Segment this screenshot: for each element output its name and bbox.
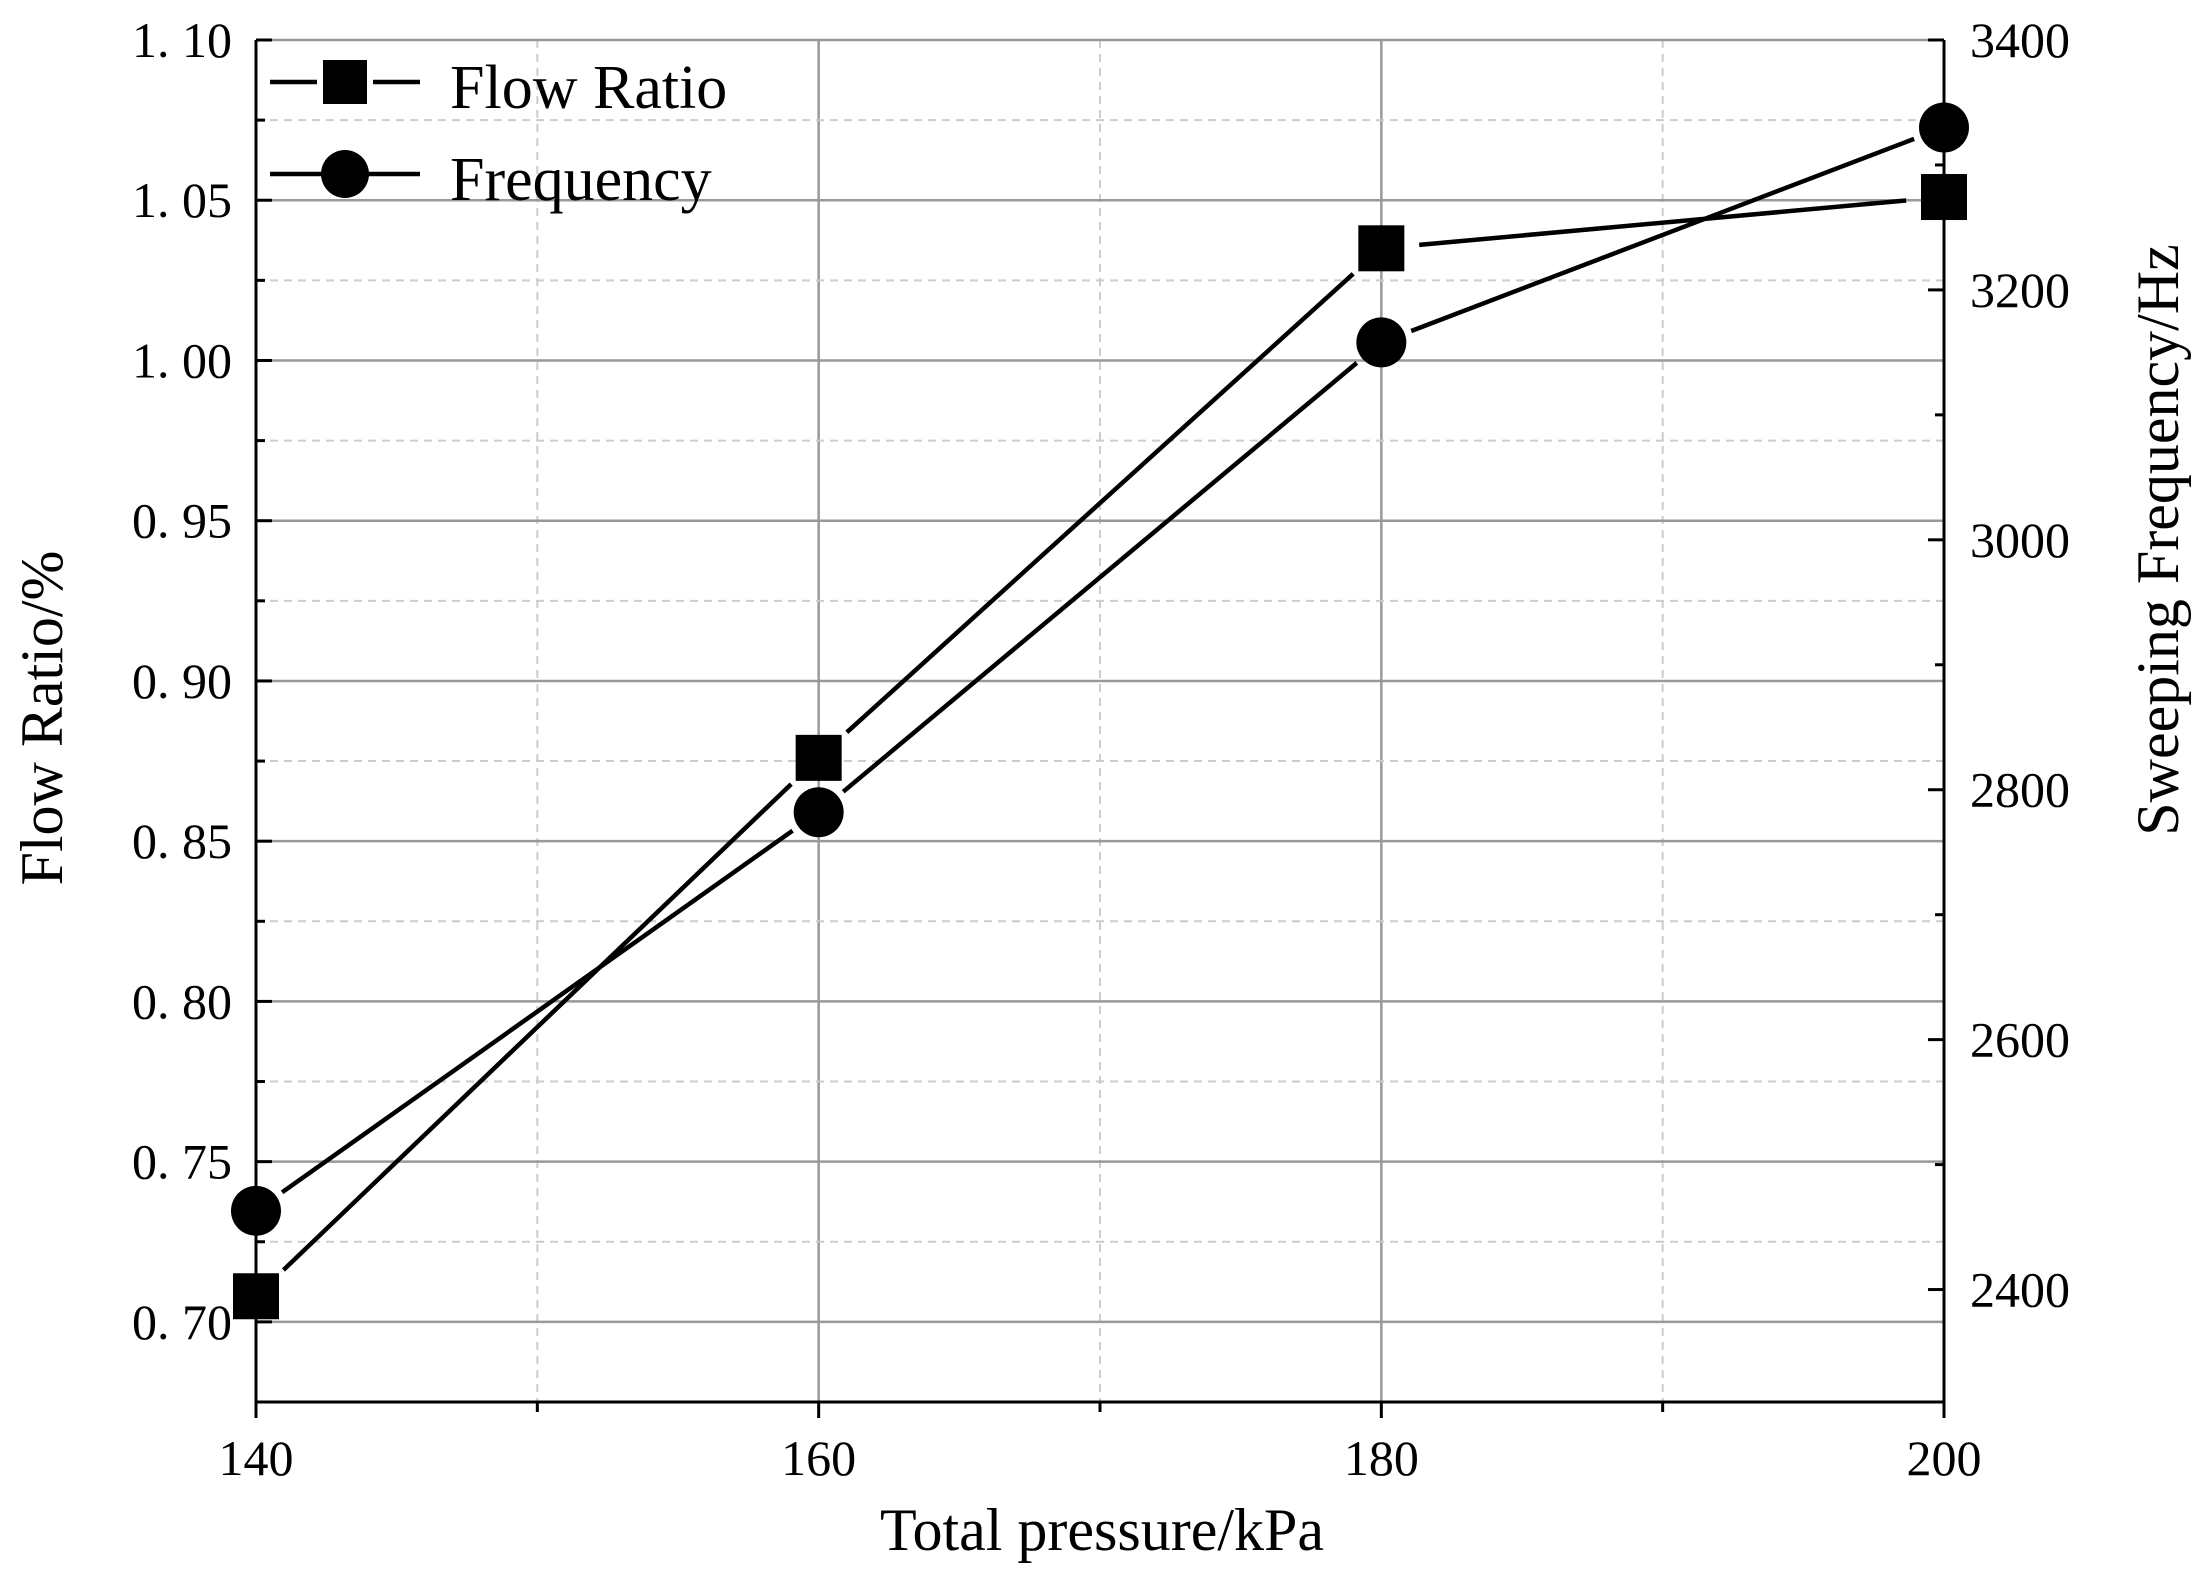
right-y-tick-label: 3000 xyxy=(1970,512,2070,568)
right-y-tick-label: 3200 xyxy=(1970,262,2070,318)
frequency-point xyxy=(793,787,844,838)
left-y-tick-label: 0. 70 xyxy=(132,1294,232,1350)
left-y-tick-label: 1. 00 xyxy=(132,332,232,388)
left-y-tick-label: 1. 05 xyxy=(132,172,232,228)
flow-ratio-point xyxy=(795,734,842,781)
series-layer xyxy=(231,102,1969,1320)
left-y-axis-title: Flow Ratio/% xyxy=(9,550,75,885)
right-y-tick-label: 2600 xyxy=(1970,1012,2070,1068)
x-tick-label: 200 xyxy=(1907,1430,1982,1486)
x-tick-label: 160 xyxy=(781,1430,856,1486)
tick-labels: 0. 70 0. 75 0. 80 0. 85 0. 90 0. 95 1. 00 1. 05… xyxy=(132,12,2070,1486)
x-tick-label: 180 xyxy=(1344,1430,1419,1486)
right-y-tick-label: 2400 xyxy=(1970,1262,2070,1318)
right-y-axis-title: Sweeping Frequency/Hz xyxy=(2125,244,2191,836)
frequency-point xyxy=(1356,317,1407,368)
x-axis-title: Total pressure/kPa xyxy=(880,1497,1324,1563)
legend-label-frequency: Frequency xyxy=(450,146,712,214)
series-0-segment xyxy=(845,272,1355,735)
left-y-tick-label: 1. 10 xyxy=(132,12,232,68)
legend: Flow Ratio Frequency xyxy=(270,54,727,214)
legend-circle-marker xyxy=(321,150,369,198)
left-y-tick-label: 0. 80 xyxy=(132,973,232,1029)
axes xyxy=(254,38,1946,1418)
series-1-segment xyxy=(1410,136,1915,334)
left-y-tick-label: 0. 75 xyxy=(132,1134,232,1190)
left-y-tick-label: 0. 85 xyxy=(132,813,232,869)
x-tick-label: 140 xyxy=(219,1430,294,1486)
series-1-segment xyxy=(841,361,1359,794)
series-0-segment xyxy=(1418,198,1907,248)
series-1-segment xyxy=(280,828,794,1195)
series-0-segment xyxy=(281,782,793,1272)
flow-ratio-point xyxy=(1358,225,1405,272)
left-y-tick-label: 0. 90 xyxy=(132,653,232,709)
left-y-tick-label: 0. 95 xyxy=(132,493,232,549)
right-y-tick-label: 2800 xyxy=(1970,762,2070,818)
legend-square-marker xyxy=(323,60,367,104)
right-y-tick-label: 3400 xyxy=(1970,12,2070,68)
legend-label-flow-ratio: Flow Ratio xyxy=(450,54,727,122)
